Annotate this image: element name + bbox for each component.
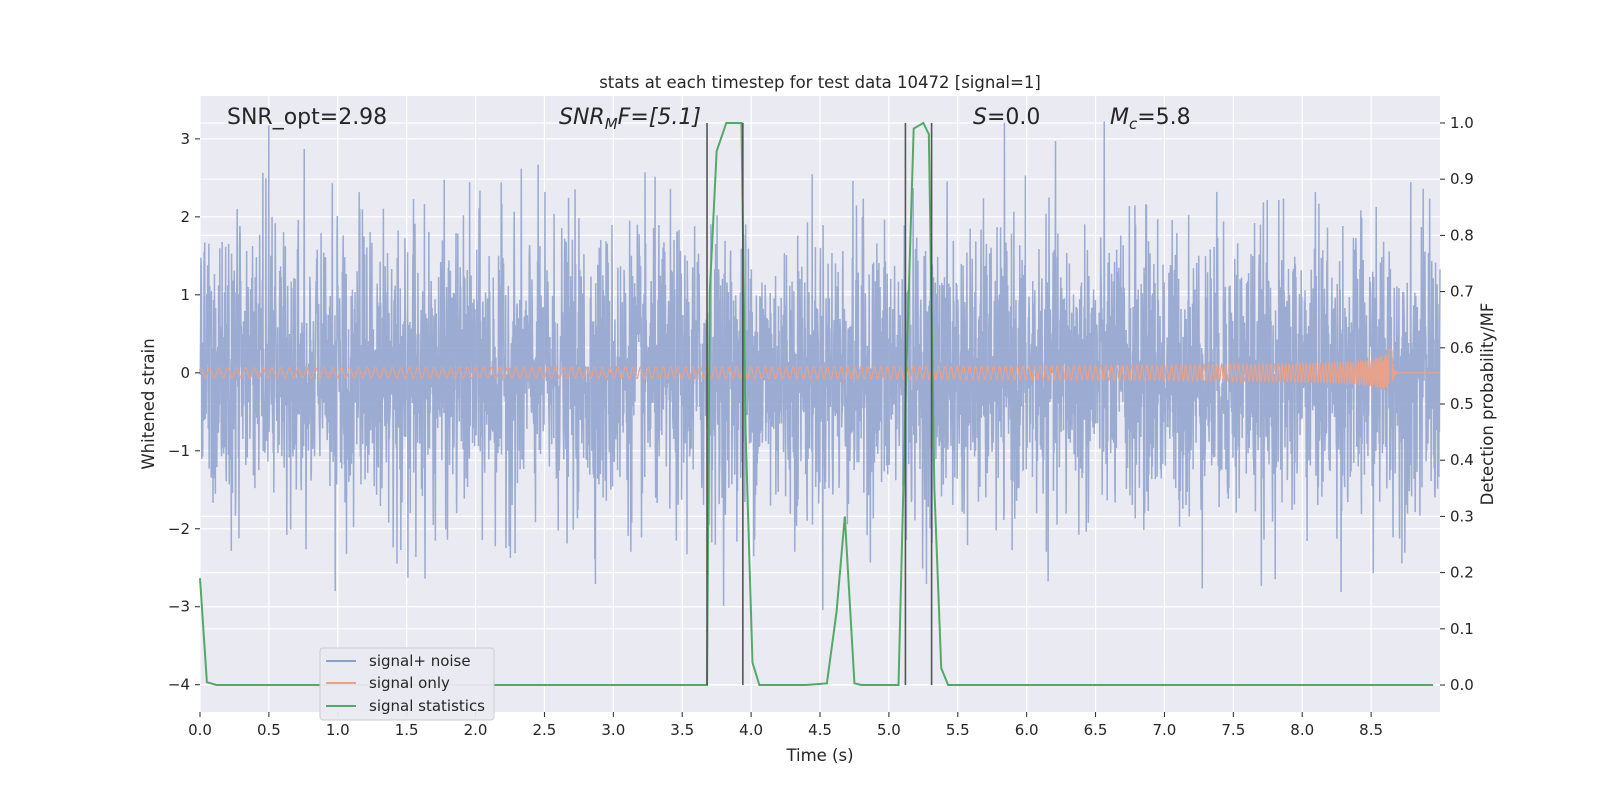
y-axis-label: Whitened strain — [139, 338, 158, 469]
y-tick-label-6: −3 — [168, 598, 190, 616]
y2-tick-label-10: 0.0 — [1450, 676, 1474, 694]
x-tick-label-11: 5.5 — [946, 721, 970, 739]
y-tick-label-5: −2 — [168, 520, 190, 538]
x-tick-label-2: 1.0 — [326, 721, 350, 739]
y2-axis-label: Detection probability/MF — [1478, 303, 1497, 506]
x-tick-label-5: 2.5 — [533, 721, 557, 739]
legend-box — [319, 647, 495, 721]
annotation-mc: Mc=5.8 — [1110, 105, 1191, 133]
noise-series — [199, 121, 1441, 611]
y2-tick-label-4: 0.6 — [1450, 339, 1474, 357]
y-tick-label-0: 3 — [180, 130, 190, 148]
chart-title: stats at each timestep for test data 104… — [599, 73, 1041, 92]
y2-tick-label-9: 0.1 — [1450, 620, 1474, 638]
y-tick-label-3: 0 — [180, 364, 190, 382]
y2-tick-label-7: 0.3 — [1450, 507, 1474, 525]
chirp-line — [199, 349, 1440, 394]
x-axis-label: Time (s) — [785, 746, 853, 765]
x-tick-label-9: 4.5 — [808, 721, 832, 739]
y2-tick-label-0: 1.0 — [1450, 114, 1474, 132]
x-tick-label-16: 8.0 — [1290, 721, 1314, 739]
mc-subscript: c — [1129, 115, 1138, 133]
s-value: =0.0 — [987, 105, 1040, 130]
s-symbol: S — [973, 105, 987, 130]
x-tick-label-3: 1.5 — [395, 721, 419, 739]
snr-mf-base: SNR — [559, 105, 605, 130]
x-tick-label-7: 3.5 — [670, 721, 694, 739]
noise-line — [199, 121, 1441, 611]
x-ticks: 0.0 0.5 1.0 1.5 2.0 2.5 3.0 3.5 4.0 4.5 5.0 5.5 6.0 6… — [188, 712, 1383, 739]
y2-tick-label-2: 0.8 — [1450, 226, 1474, 244]
x-tick-label-1: 0.5 — [257, 721, 281, 739]
snr-mf-subscript: M — [605, 115, 618, 133]
annotation-s: S=0.0 — [973, 105, 1040, 130]
legend-label-stats: signal statistics — [369, 697, 485, 715]
mc-symbol: M — [1110, 105, 1129, 130]
x-tick-label-8: 4.0 — [739, 721, 763, 739]
chirp-series — [199, 349, 1440, 394]
annotation-snr-opt: SNR_opt=2.98 — [227, 105, 387, 130]
y-tick-label-2: 1 — [180, 286, 190, 304]
legend: signal+ noise signal only signal statist… — [319, 647, 495, 721]
x-tick-label-17: 8.5 — [1359, 721, 1383, 739]
x-tick-label-15: 7.5 — [1221, 721, 1245, 739]
y2-tick-label-6: 0.4 — [1450, 451, 1474, 469]
legend-label-signal: signal only — [369, 674, 450, 692]
y-tick-label-4: −1 — [168, 442, 190, 460]
mc-value: =5.8 — [1137, 105, 1190, 130]
x-tick-label-12: 6.0 — [1015, 721, 1039, 739]
legend-label-noise: signal+ noise — [369, 652, 471, 670]
x-tick-label-14: 7.0 — [1153, 721, 1177, 739]
statistics-series — [199, 121, 1434, 687]
y2-tick-label-3: 0.7 — [1450, 283, 1474, 301]
vertical-markers — [706, 122, 933, 686]
y2-tick-label-1: 0.9 — [1450, 170, 1474, 188]
y2-ticks: 1.0 0.9 0.8 0.7 0.6 0.5 0.4 0.3 0.2 0.1 0.0 — [1440, 114, 1474, 694]
y-tick-label-1: 2 — [180, 208, 190, 226]
x-tick-label-0: 0.0 — [188, 721, 212, 739]
x-tick-label-4: 2.0 — [464, 721, 488, 739]
x-tick-label-10: 5.0 — [877, 721, 901, 739]
x-tick-label-13: 6.5 — [1084, 721, 1108, 739]
y-tick-label-7: −4 — [168, 676, 190, 694]
snr-mf-rest: F=[5.1] — [618, 105, 701, 130]
y2-tick-label-5: 0.5 — [1450, 395, 1474, 413]
y2-tick-label-8: 0.2 — [1450, 564, 1474, 582]
x-tick-label-6: 3.0 — [601, 721, 625, 739]
y-ticks: 3 2 1 0 −1 −2 −3 −4 — [168, 130, 200, 694]
annotation-snr-mf: SNRMF=[5.1] — [559, 105, 701, 133]
statistics-line — [199, 121, 1434, 687]
